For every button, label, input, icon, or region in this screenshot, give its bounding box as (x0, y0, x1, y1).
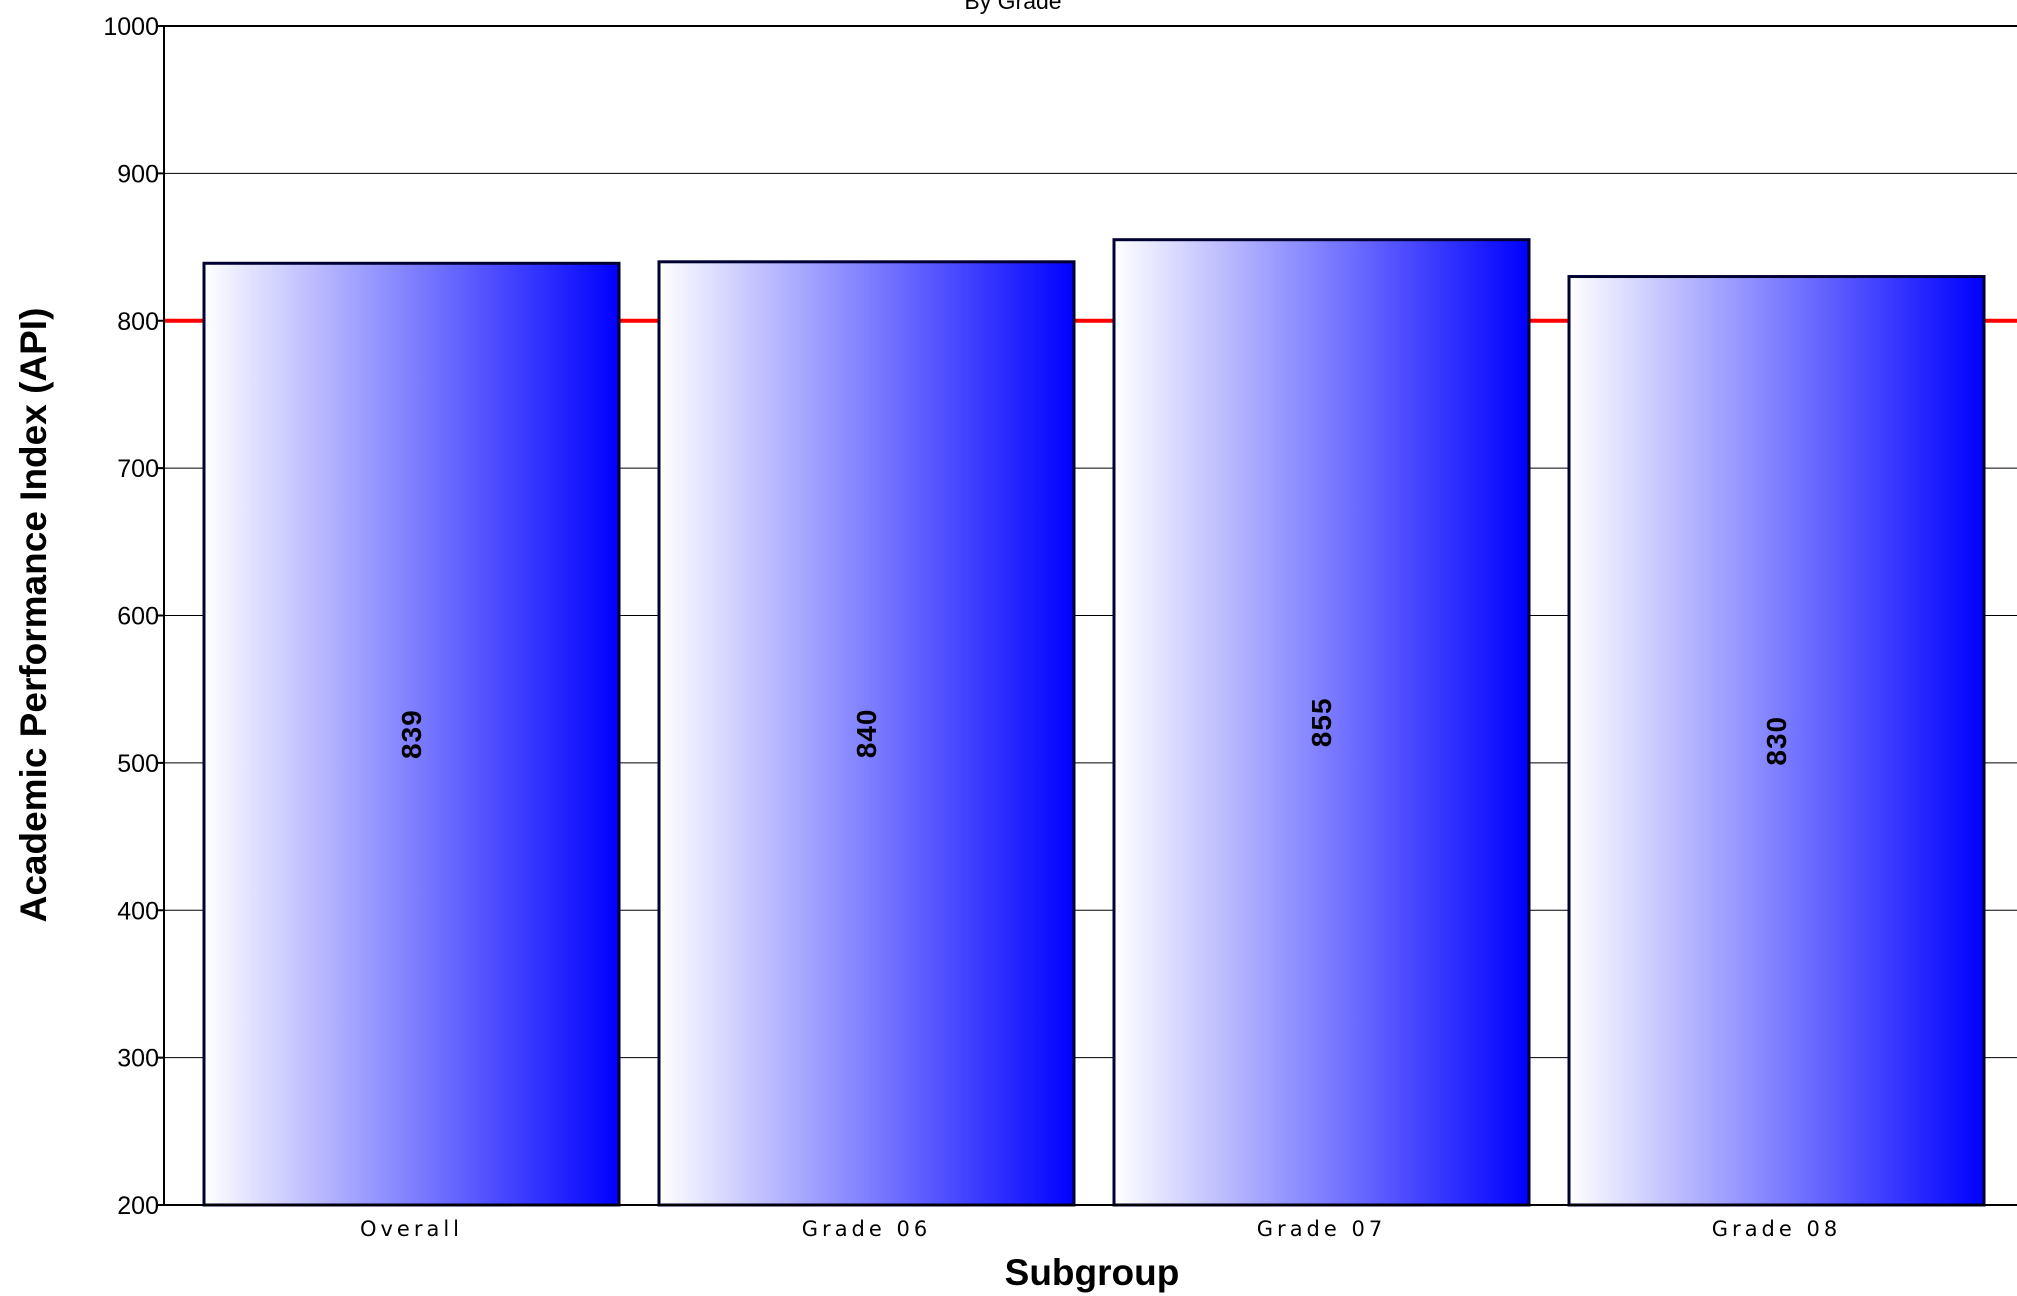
y-tick-label: 1000 (103, 13, 159, 41)
x-tick-label: Grade 06 (802, 1217, 931, 1241)
y-tick-label: 600 (117, 603, 159, 631)
y-tick-label: 400 (117, 897, 159, 925)
bar-value-label: 840 (851, 709, 882, 759)
y-tick-label: 800 (117, 308, 159, 336)
y-tick-label: 500 (117, 750, 159, 778)
bar (1112, 238, 1531, 1207)
bar-value-label: 830 (1761, 716, 1792, 766)
y-tick-label: 200 (117, 1192, 159, 1220)
x-axis-title: Subgroup (1005, 1252, 1180, 1293)
bar-value-label: 855 (1306, 697, 1337, 747)
bar (1567, 275, 1986, 1207)
x-tick-label: Grade 08 (1712, 1217, 1841, 1241)
bars (202, 238, 1986, 1207)
chart-subtitle: By Grade (964, 0, 1061, 14)
bar (657, 260, 1076, 1207)
bar-value-label: 839 (396, 709, 427, 759)
y-tick-label: 700 (117, 455, 159, 483)
x-axis-ticks: Overall Grade 06 Grade 07 Grade 08 (360, 1217, 1841, 1241)
bar-value-labels: 839 840 855 830 (396, 697, 1792, 765)
y-axis-title: Academic Performance Index (API) (13, 308, 54, 923)
y-tick-label: 900 (117, 160, 159, 188)
y-axis-ticks: 200 300 400 500 600 700 800 900 1000 (103, 13, 164, 1220)
x-tick-label: Overall (360, 1217, 463, 1241)
x-tick-label: Grade 07 (1257, 1217, 1386, 1241)
y-tick-label: 300 (117, 1045, 159, 1073)
